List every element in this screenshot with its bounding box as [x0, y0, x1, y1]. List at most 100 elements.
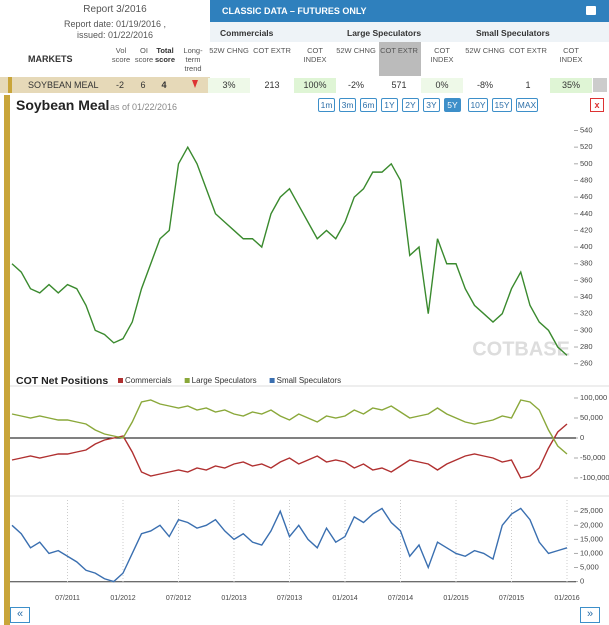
range-button[interactable]: 5Y	[444, 98, 461, 112]
legend-label: Small Speculators	[277, 376, 341, 385]
y-tick-label: 440	[580, 209, 593, 218]
y-tick-label: 260	[580, 359, 593, 368]
y-tick-label: 25,000	[580, 506, 603, 515]
sub-column-header: 52W CHNG	[336, 46, 376, 55]
y-tick-label: -100,000	[580, 473, 609, 482]
cell-value: 6	[140, 80, 146, 90]
y-tick-label: 10,000	[580, 548, 603, 557]
y-tick-label: 20,000	[580, 520, 603, 529]
range-button[interactable]: 1Y	[381, 98, 398, 112]
print-icon[interactable]	[586, 6, 596, 15]
x-tick-label: 07/2011	[55, 595, 80, 602]
column-header: MARKETS	[28, 54, 73, 64]
y-tick-label: 340	[580, 292, 593, 301]
range-button[interactable]: 2Y	[402, 98, 419, 112]
y-tick-label: 5,000	[580, 562, 599, 571]
cell-value: 213	[264, 80, 280, 90]
x-tick-label: 01/2013	[221, 595, 246, 602]
cell-value: -8%	[476, 80, 493, 90]
legend-label: Commercials	[125, 376, 172, 385]
y-tick-label: 500	[580, 159, 593, 168]
sub-column-header: COT INDEX	[303, 46, 327, 64]
chart-title: Soybean Meal	[16, 97, 110, 113]
report-date: Report date: 01/19/2016 ,	[63, 19, 167, 29]
cell-value: -2	[115, 80, 124, 90]
x-tick-label: 01/2012	[110, 595, 135, 602]
cell-value: 100%	[294, 78, 336, 93]
cell-value: 3%	[208, 78, 250, 93]
legend-label: Large Speculators	[192, 376, 257, 385]
series-line	[11, 145, 568, 356]
series-line	[11, 423, 568, 479]
row-dropdown[interactable]	[593, 78, 607, 92]
nav-prev[interactable]: «	[10, 607, 30, 623]
legend-swatch	[269, 378, 275, 383]
nav-next[interactable]: »	[580, 607, 600, 623]
y-tick-label: 400	[580, 242, 593, 251]
sub-column-header: COT INDEX	[559, 46, 583, 64]
market-name: SOYBEAN MEAL	[28, 80, 99, 90]
y-tick-label: 300	[580, 325, 593, 334]
y-tick-label: 15,000	[580, 534, 603, 543]
cell-value: 35%	[550, 78, 592, 93]
y-tick-label: 100,000	[580, 393, 607, 402]
trend-icon	[192, 80, 198, 88]
column-header: Long-term trend	[183, 46, 203, 73]
group-bar	[210, 22, 609, 42]
sub-column-header: COT EXTR	[380, 46, 418, 55]
y-tick-label: 0	[580, 577, 584, 586]
y-tick-label: 280	[580, 342, 593, 351]
series-line	[11, 399, 568, 455]
y-tick-label: 0	[580, 433, 584, 442]
chart-subtitle: as of 01/22/2016	[110, 102, 178, 112]
report: Report 3/2016	[83, 4, 147, 15]
x-tick-label: 07/2013	[277, 595, 302, 602]
sub-column-header: 52W CHNG	[209, 46, 249, 55]
side-bar	[4, 95, 10, 625]
group: Small Speculators	[476, 28, 550, 38]
range-button[interactable]: 3m	[339, 98, 356, 112]
range-button[interactable]: 10Y	[468, 98, 488, 112]
column-header: Total score	[154, 46, 175, 64]
sorted-column	[379, 42, 421, 76]
legend-swatch	[118, 378, 123, 383]
sub-column-header: COT EXTR	[509, 46, 547, 55]
y-tick-label: 420	[580, 225, 593, 234]
y-tick-label: 520	[580, 142, 593, 151]
sub-column-header: COT INDEX	[430, 46, 454, 64]
cell-value: 1	[525, 80, 531, 90]
y-tick-label: 320	[580, 309, 593, 318]
y-tick-label: 50,000	[580, 413, 603, 422]
row-marker	[8, 77, 12, 93]
x-tick-label: 07/2014	[388, 595, 413, 602]
close-button[interactable]: x	[590, 98, 604, 112]
column-header: Vol score	[111, 46, 131, 64]
range-button[interactable]: MAX	[516, 98, 538, 112]
x-tick-label: 01/2014	[332, 595, 357, 602]
sub-column-header: 52W CHNG	[465, 46, 505, 55]
x-tick-label: 07/2012	[166, 595, 191, 602]
watermark: COTBASE	[472, 338, 570, 360]
x-tick-label: 01/2016	[554, 595, 579, 602]
range-button[interactable]: 6m	[360, 98, 377, 112]
issued-date: issued: 01/22/2016	[76, 30, 154, 40]
series-line	[11, 507, 568, 583]
sub-column-header: COT EXTR	[253, 46, 291, 55]
legend-swatch	[184, 378, 190, 383]
range-button[interactable]: 3Y	[423, 98, 440, 112]
y-tick-label: -50,000	[580, 453, 605, 462]
row-bg	[0, 77, 210, 93]
x-tick-label: 01/2015	[443, 595, 468, 602]
range-button[interactable]: 1m	[318, 98, 335, 112]
column-header: OI score	[134, 46, 154, 64]
banner	[210, 0, 609, 22]
cell-value: 0%	[421, 78, 463, 93]
y-tick-label: 480	[580, 175, 593, 184]
banner-title: CLASSIC DATA – FUTURES ONLY	[222, 6, 367, 16]
range-button[interactable]: 15Y	[492, 98, 512, 112]
y-tick-label: 460	[580, 192, 593, 201]
group: Commercials	[220, 28, 274, 38]
x-tick-label: 07/2015	[499, 595, 524, 602]
cell-value: -2%	[347, 80, 364, 90]
